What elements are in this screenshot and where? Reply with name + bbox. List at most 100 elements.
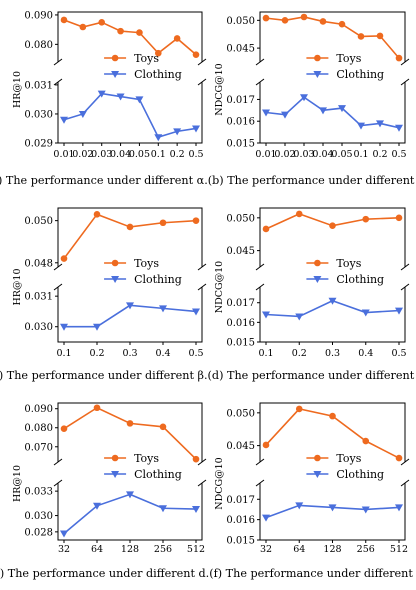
- legend-marker-toys: [111, 259, 119, 267]
- legend-label-clothing: Clothing: [134, 68, 182, 81]
- data-point-toys: [93, 211, 101, 218]
- x-tick-label: 256: [154, 544, 172, 555]
- data-point-toys: [159, 219, 167, 227]
- legend: Toys Clothing: [306, 257, 384, 286]
- y-tick-label: 0.090: [24, 10, 53, 21]
- legend: Toys Clothing: [104, 452, 182, 481]
- axis-break-mark: [400, 283, 410, 291]
- axis-break-mark: [255, 78, 265, 86]
- y-axis-label: HR@10: [12, 465, 23, 502]
- y-tick-label: 0.050: [24, 216, 53, 227]
- data-point-toys: [60, 425, 68, 432]
- data-point-clothing: [93, 502, 101, 510]
- data-point-clothing: [173, 128, 182, 136]
- y-tick-label: 0.017: [226, 298, 255, 309]
- data-point-clothing: [262, 109, 270, 117]
- chart-c: 0.050 0.048 0.031 0.030 0.1 0.2 0.3 0.4 0.5 HR@10…: [12, 207, 207, 359]
- legend-marker-toys: [314, 454, 321, 462]
- y-tick-label: 0.028: [24, 527, 53, 538]
- x-tick-label: 0.5: [391, 149, 406, 160]
- x-tick-label: 0.5: [391, 348, 406, 359]
- data-point-toys: [262, 14, 270, 22]
- y-tick-label: 0.015: [226, 139, 255, 150]
- axis-break-mark: [400, 263, 410, 271]
- axes-frame-top: [57, 207, 203, 267]
- axis-break-mark: [197, 479, 207, 487]
- axes-frame-top: [57, 11, 203, 62]
- y-tick-label: 0.080: [24, 40, 53, 51]
- data-point-clothing: [60, 323, 68, 331]
- x-tick-label: 0.03: [293, 149, 314, 160]
- series-line-toys: [63, 213, 197, 260]
- axis-break-mark: [197, 458, 207, 466]
- axis-break-mark: [53, 263, 63, 271]
- legend: Toys Clothing: [104, 52, 182, 81]
- chart-a: 0.0900.0800.0310.0300.0290.010.020.030.0…: [12, 10, 207, 160]
- y-tick-label: 0.031: [24, 80, 53, 91]
- x-tick-label: 32: [260, 544, 272, 555]
- x-tick-label: 0.01: [255, 149, 276, 160]
- data-point-toys: [362, 215, 370, 223]
- chart-f: 0.050 0.045 0.017 0.016 0.015 32 64 128 256 512 ND…: [214, 402, 410, 555]
- data-point-clothing: [78, 110, 87, 118]
- axis-break-mark: [53, 283, 63, 291]
- axis-break-mark: [400, 78, 410, 86]
- x-tick-label: 0.04: [110, 149, 131, 160]
- axes-frame-bottom: [57, 82, 203, 144]
- y-tick-label: 0.090: [24, 404, 53, 415]
- chart-b: 0.0500.0450.0170.0160.0150.010.020.030.0…: [214, 11, 410, 160]
- x-tick-label: 0.02: [72, 149, 93, 160]
- axis-break-mark: [197, 283, 207, 291]
- legend-marker-clothing: [111, 471, 120, 478]
- data-point-clothing: [395, 504, 403, 512]
- y-tick-label: 0.050: [226, 408, 255, 419]
- data-point-toys: [117, 27, 124, 35]
- data-point-clothing: [192, 125, 200, 133]
- x-tick-label: 512: [390, 544, 408, 555]
- data-point-clothing: [262, 514, 270, 522]
- charts-layer: 0.0900.0800.0310.0300.0290.010.020.030.0…: [12, 10, 410, 555]
- y-tick-label: 0.015: [226, 536, 255, 547]
- x-tick-label: 0.4: [155, 348, 170, 359]
- x-tick-label: 0.03: [91, 149, 112, 160]
- y-tick-label: 0.031: [24, 292, 53, 303]
- legend-label-clothing: Clothing: [336, 468, 384, 481]
- data-point-toys: [192, 51, 200, 58]
- x-tick-label: 0.2: [170, 149, 185, 160]
- legend-label-toys: Toys: [134, 257, 159, 270]
- data-point-clothing: [357, 122, 365, 130]
- data-point-toys: [376, 32, 384, 40]
- legend-marker-clothing: [313, 71, 322, 78]
- data-point-toys: [192, 455, 200, 463]
- x-tick-label: 0.1: [56, 348, 71, 359]
- axes-frame-top: [57, 402, 203, 462]
- caption-row-2: (c) The performance under different β.(d…: [0, 369, 416, 382]
- axis-break-mark: [400, 458, 410, 466]
- data-point-clothing: [328, 504, 337, 512]
- legend-marker-toys: [111, 54, 119, 62]
- x-tick-label: 0.01: [53, 149, 74, 160]
- axis-break-mark: [197, 58, 207, 66]
- data-point-clothing: [60, 530, 68, 538]
- x-tick-label: 0.1: [258, 348, 273, 359]
- data-point-clothing: [126, 491, 134, 499]
- data-point-toys: [329, 412, 336, 420]
- y-tick-label: 0.030: [24, 511, 53, 522]
- data-point-clothing: [126, 302, 134, 310]
- x-tick-label: 0.1: [353, 149, 368, 160]
- y-axis-label: NDCG@10: [214, 261, 225, 313]
- data-point-clothing: [93, 323, 101, 331]
- y-tick-label: 0.050: [226, 16, 255, 27]
- legend-label-clothing: Clothing: [134, 273, 182, 286]
- legend-label-toys: Toys: [336, 452, 361, 465]
- x-tick-label: 512: [187, 544, 205, 555]
- x-tick-label: 0.5: [188, 149, 203, 160]
- y-tick-label: 0.030: [24, 322, 53, 333]
- y-tick-label: 0.045: [226, 441, 255, 452]
- series-line-clothing: [63, 493, 197, 535]
- data-point-clothing: [159, 505, 167, 513]
- data-point-toys: [98, 18, 106, 26]
- legend-label-toys: Toys: [134, 452, 159, 465]
- data-point-toys: [126, 223, 134, 231]
- axis-break-mark: [400, 58, 410, 66]
